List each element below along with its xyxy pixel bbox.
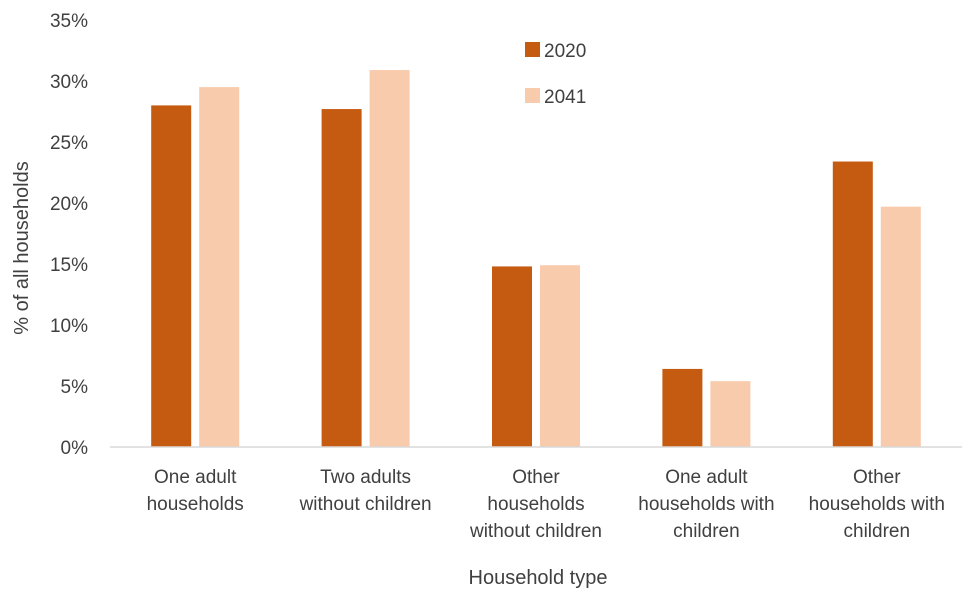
x-axis-ticks: One adult households Two adults without chi… (147, 467, 945, 542)
legend-label-2041: 2041 (544, 87, 586, 108)
x-tick-label: Other households with children (809, 467, 945, 542)
y-tick-label: 35% (50, 11, 88, 32)
y-axis-title: % of all households (11, 161, 33, 334)
legend-swatch-2020 (525, 42, 540, 57)
bar-2020-1 (151, 105, 192, 448)
legend-label-2020: 2020 (544, 41, 586, 62)
x-tick-label: One adult households (147, 467, 244, 515)
y-tick-label: 30% (50, 72, 88, 93)
x-axis-title: Household type (469, 567, 608, 589)
bar-2041-4 (710, 381, 751, 447)
y-tick-label: 0% (61, 438, 89, 459)
bar-2020-4 (662, 368, 703, 447)
bar-2041-2 (369, 70, 410, 448)
bar-2041-3 (540, 265, 580, 447)
legend-swatch-2041 (525, 88, 540, 103)
bar-2020-3 (492, 266, 532, 447)
y-axis-ticks: 0% 5% 10% 15% 20% 25% 30% 35% (50, 11, 88, 459)
x-tick-label: Other households without children (469, 467, 602, 542)
y-tick-label: 15% (50, 255, 88, 276)
y-tick-label: 5% (61, 377, 89, 398)
legend: 2020 2041 (525, 41, 586, 108)
bar-2041-1 (199, 87, 240, 447)
y-tick-label: 25% (50, 133, 88, 154)
bars (151, 70, 921, 448)
bar-2020-5 (832, 161, 873, 447)
x-tick-label: One adult households with children (638, 467, 774, 542)
y-tick-label: 10% (50, 316, 88, 337)
bar-2020-2 (321, 109, 362, 447)
bar-2041-5 (880, 206, 921, 447)
y-tick-label: 20% (50, 194, 88, 215)
x-tick-label: Two adults without children (299, 467, 432, 515)
